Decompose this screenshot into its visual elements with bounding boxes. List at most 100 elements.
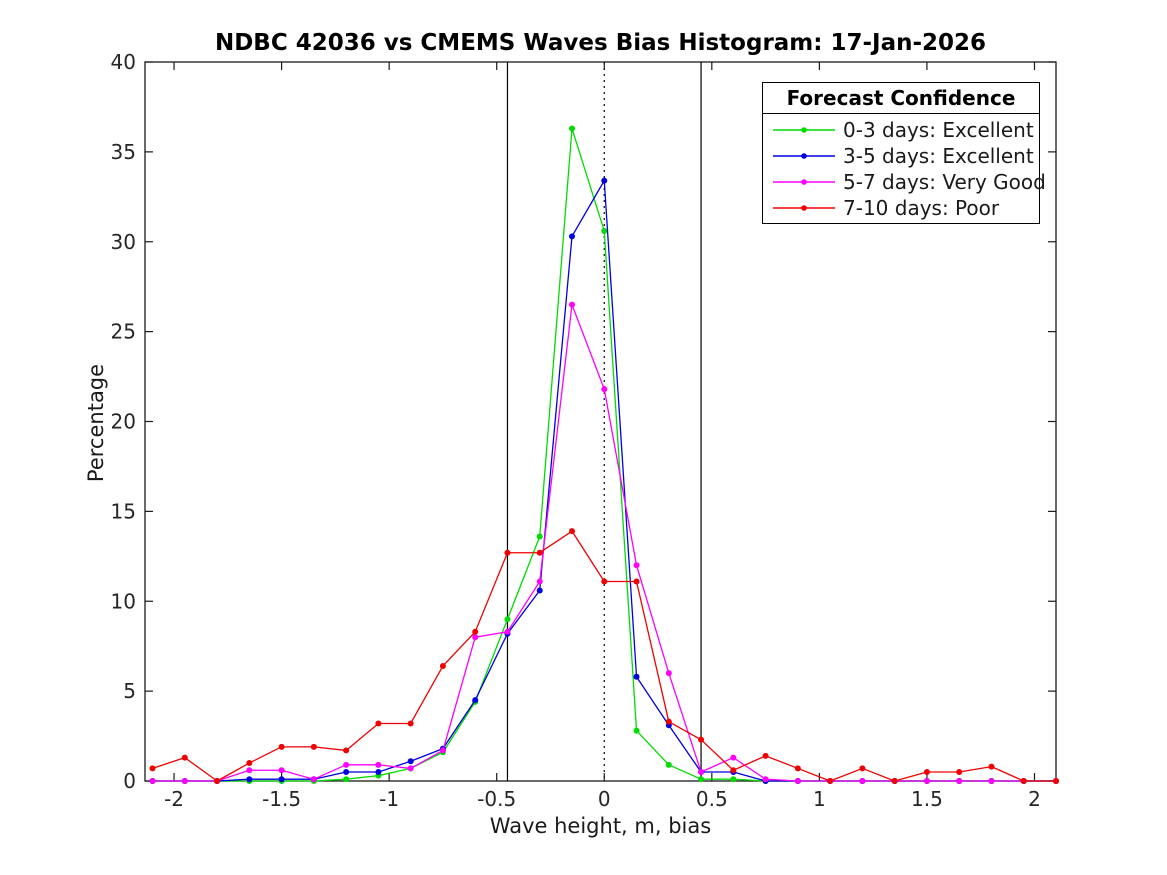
data-point-marker-3-5 — [633, 673, 640, 680]
x-axis-tick-label: 0 — [598, 787, 611, 811]
data-point-marker-5-7 — [698, 769, 705, 776]
x-axis-tick-label: -2 — [164, 787, 184, 811]
data-point-marker-0-3 — [633, 727, 640, 734]
legend-entry-5-7: 5-7 days: Very Good — [763, 169, 1046, 195]
data-point-marker-5-7 — [601, 386, 608, 393]
legend-entry-7-10: 7-10 days: Poor — [763, 195, 1039, 221]
data-point-marker-5-7 — [246, 767, 253, 774]
data-point-marker-7-10 — [375, 720, 382, 727]
data-point-marker-7-10 — [827, 778, 834, 784]
data-point-marker-7-10 — [633, 578, 640, 585]
data-point-marker-7-10 — [504, 549, 511, 556]
x-axis-label: Wave height, m, bias — [489, 814, 712, 838]
data-point-marker-7-10 — [762, 752, 769, 759]
data-point-marker-7-10 — [278, 743, 285, 750]
data-point-marker-5-7 — [439, 747, 446, 754]
data-point-marker-0-3 — [730, 776, 737, 783]
data-point-marker-7-10 — [698, 736, 705, 743]
data-point-marker-7-10 — [665, 718, 672, 725]
data-point-marker-5-7 — [794, 778, 801, 784]
data-point-marker-3-5 — [343, 769, 350, 776]
x-axis-tick-label: 2 — [1028, 787, 1041, 811]
legend-line-sample-icon — [773, 127, 835, 133]
legend-entry-label: 5-7 days: Very Good — [843, 170, 1046, 194]
y-axis-tick-label: 5 — [123, 679, 136, 703]
x-axis-tick-label: -1 — [379, 787, 399, 811]
data-point-marker-7-10 — [1053, 778, 1059, 784]
chart-title: NDBC 42036 vs CMEMS Waves Bias Histogram… — [214, 30, 987, 56]
data-point-marker-5-7 — [923, 778, 930, 784]
data-point-marker-3-5 — [246, 776, 253, 783]
data-point-marker-5-7 — [149, 778, 156, 784]
data-point-marker-5-7 — [472, 634, 479, 641]
x-axis-tick-label: -1.5 — [262, 787, 301, 811]
data-point-marker-7-10 — [536, 549, 543, 556]
data-point-marker-5-7 — [859, 778, 866, 784]
series-line-3-5 — [152, 179, 1056, 782]
data-point-marker-7-10 — [149, 765, 156, 772]
data-point-marker-5-7 — [730, 754, 737, 761]
data-point-marker-0-3 — [536, 533, 543, 540]
y-axis-tick-label: 0 — [123, 769, 136, 793]
data-point-marker-7-10 — [181, 754, 188, 761]
data-point-marker-7-10 — [343, 747, 350, 754]
data-point-marker-5-7 — [988, 778, 995, 784]
data-point-marker-3-5 — [278, 776, 285, 783]
data-point-marker-0-3 — [698, 776, 705, 783]
data-point-marker-0-3 — [343, 776, 350, 783]
data-point-marker-5-7 — [375, 761, 382, 768]
data-point-marker-3-5 — [472, 697, 479, 704]
data-point-marker-7-10 — [214, 778, 221, 784]
legend-line-sample-icon — [773, 153, 835, 159]
x-axis-tick-label: -0.5 — [477, 787, 516, 811]
data-point-marker-5-7 — [343, 761, 350, 768]
data-point-marker-5-7 — [762, 776, 769, 783]
data-point-marker-5-7 — [504, 628, 511, 635]
data-point-marker-7-10 — [310, 743, 317, 750]
data-point-marker-5-7 — [310, 776, 317, 783]
y-axis-tick-label: 30 — [111, 230, 136, 254]
data-point-marker-3-5 — [601, 177, 608, 184]
legend-title: Forecast Confidence — [763, 83, 1039, 114]
legend-entry-label: 7-10 days: Poor — [843, 196, 1000, 220]
legend-entry-3-5: 3-5 days: Excellent — [763, 143, 1039, 169]
x-axis-tick-label: 1.5 — [911, 787, 943, 811]
data-point-marker-7-10 — [1020, 778, 1027, 784]
data-point-marker-7-10 — [407, 720, 414, 727]
y-axis-tick-label: 25 — [111, 320, 136, 344]
legend: Forecast Confidence 0-3 days: Excellent 3… — [762, 82, 1046, 224]
data-point-marker-5-7 — [536, 578, 543, 585]
data-point-marker-3-5 — [536, 587, 543, 594]
y-axis-label: Percentage — [84, 363, 108, 483]
legend-entry-label: 0-3 days: Excellent — [843, 118, 1034, 142]
data-point-marker-7-10 — [859, 765, 866, 772]
data-point-marker-3-5 — [375, 769, 382, 776]
data-point-marker-3-5 — [569, 233, 575, 240]
data-point-marker-5-7 — [956, 778, 963, 784]
data-point-marker-7-10 — [601, 578, 608, 585]
data-point-marker-7-10 — [923, 769, 930, 776]
legend-entries: 0-3 days: Excellent 3-5 days: Excellent 5-… — [763, 114, 1046, 221]
data-point-marker-0-3 — [665, 761, 672, 768]
data-point-marker-5-7 — [633, 562, 640, 569]
data-point-marker-7-10 — [730, 767, 737, 774]
data-point-marker-3-5 — [407, 758, 414, 765]
data-point-marker-5-7 — [181, 778, 188, 784]
data-point-marker-0-3 — [504, 616, 511, 623]
data-point-marker-0-3 — [601, 227, 608, 234]
data-point-marker-7-10 — [988, 763, 995, 770]
data-point-marker-5-7 — [407, 765, 414, 772]
data-point-marker-7-10 — [472, 628, 479, 635]
data-point-marker-7-10 — [246, 760, 253, 767]
y-axis-tick-label: 15 — [111, 499, 136, 523]
data-point-marker-7-10 — [794, 765, 801, 772]
data-point-marker-7-10 — [569, 528, 575, 535]
legend-entry-label: 3-5 days: Excellent — [843, 144, 1034, 168]
x-axis-tick-label: 0.5 — [696, 787, 728, 811]
y-axis-tick-label: 40 — [111, 50, 136, 74]
y-axis-tick-label: 20 — [111, 410, 136, 434]
data-point-marker-7-10 — [956, 769, 963, 776]
x-axis-tick-label: 1 — [813, 787, 826, 811]
data-point-marker-7-10 — [439, 662, 446, 669]
